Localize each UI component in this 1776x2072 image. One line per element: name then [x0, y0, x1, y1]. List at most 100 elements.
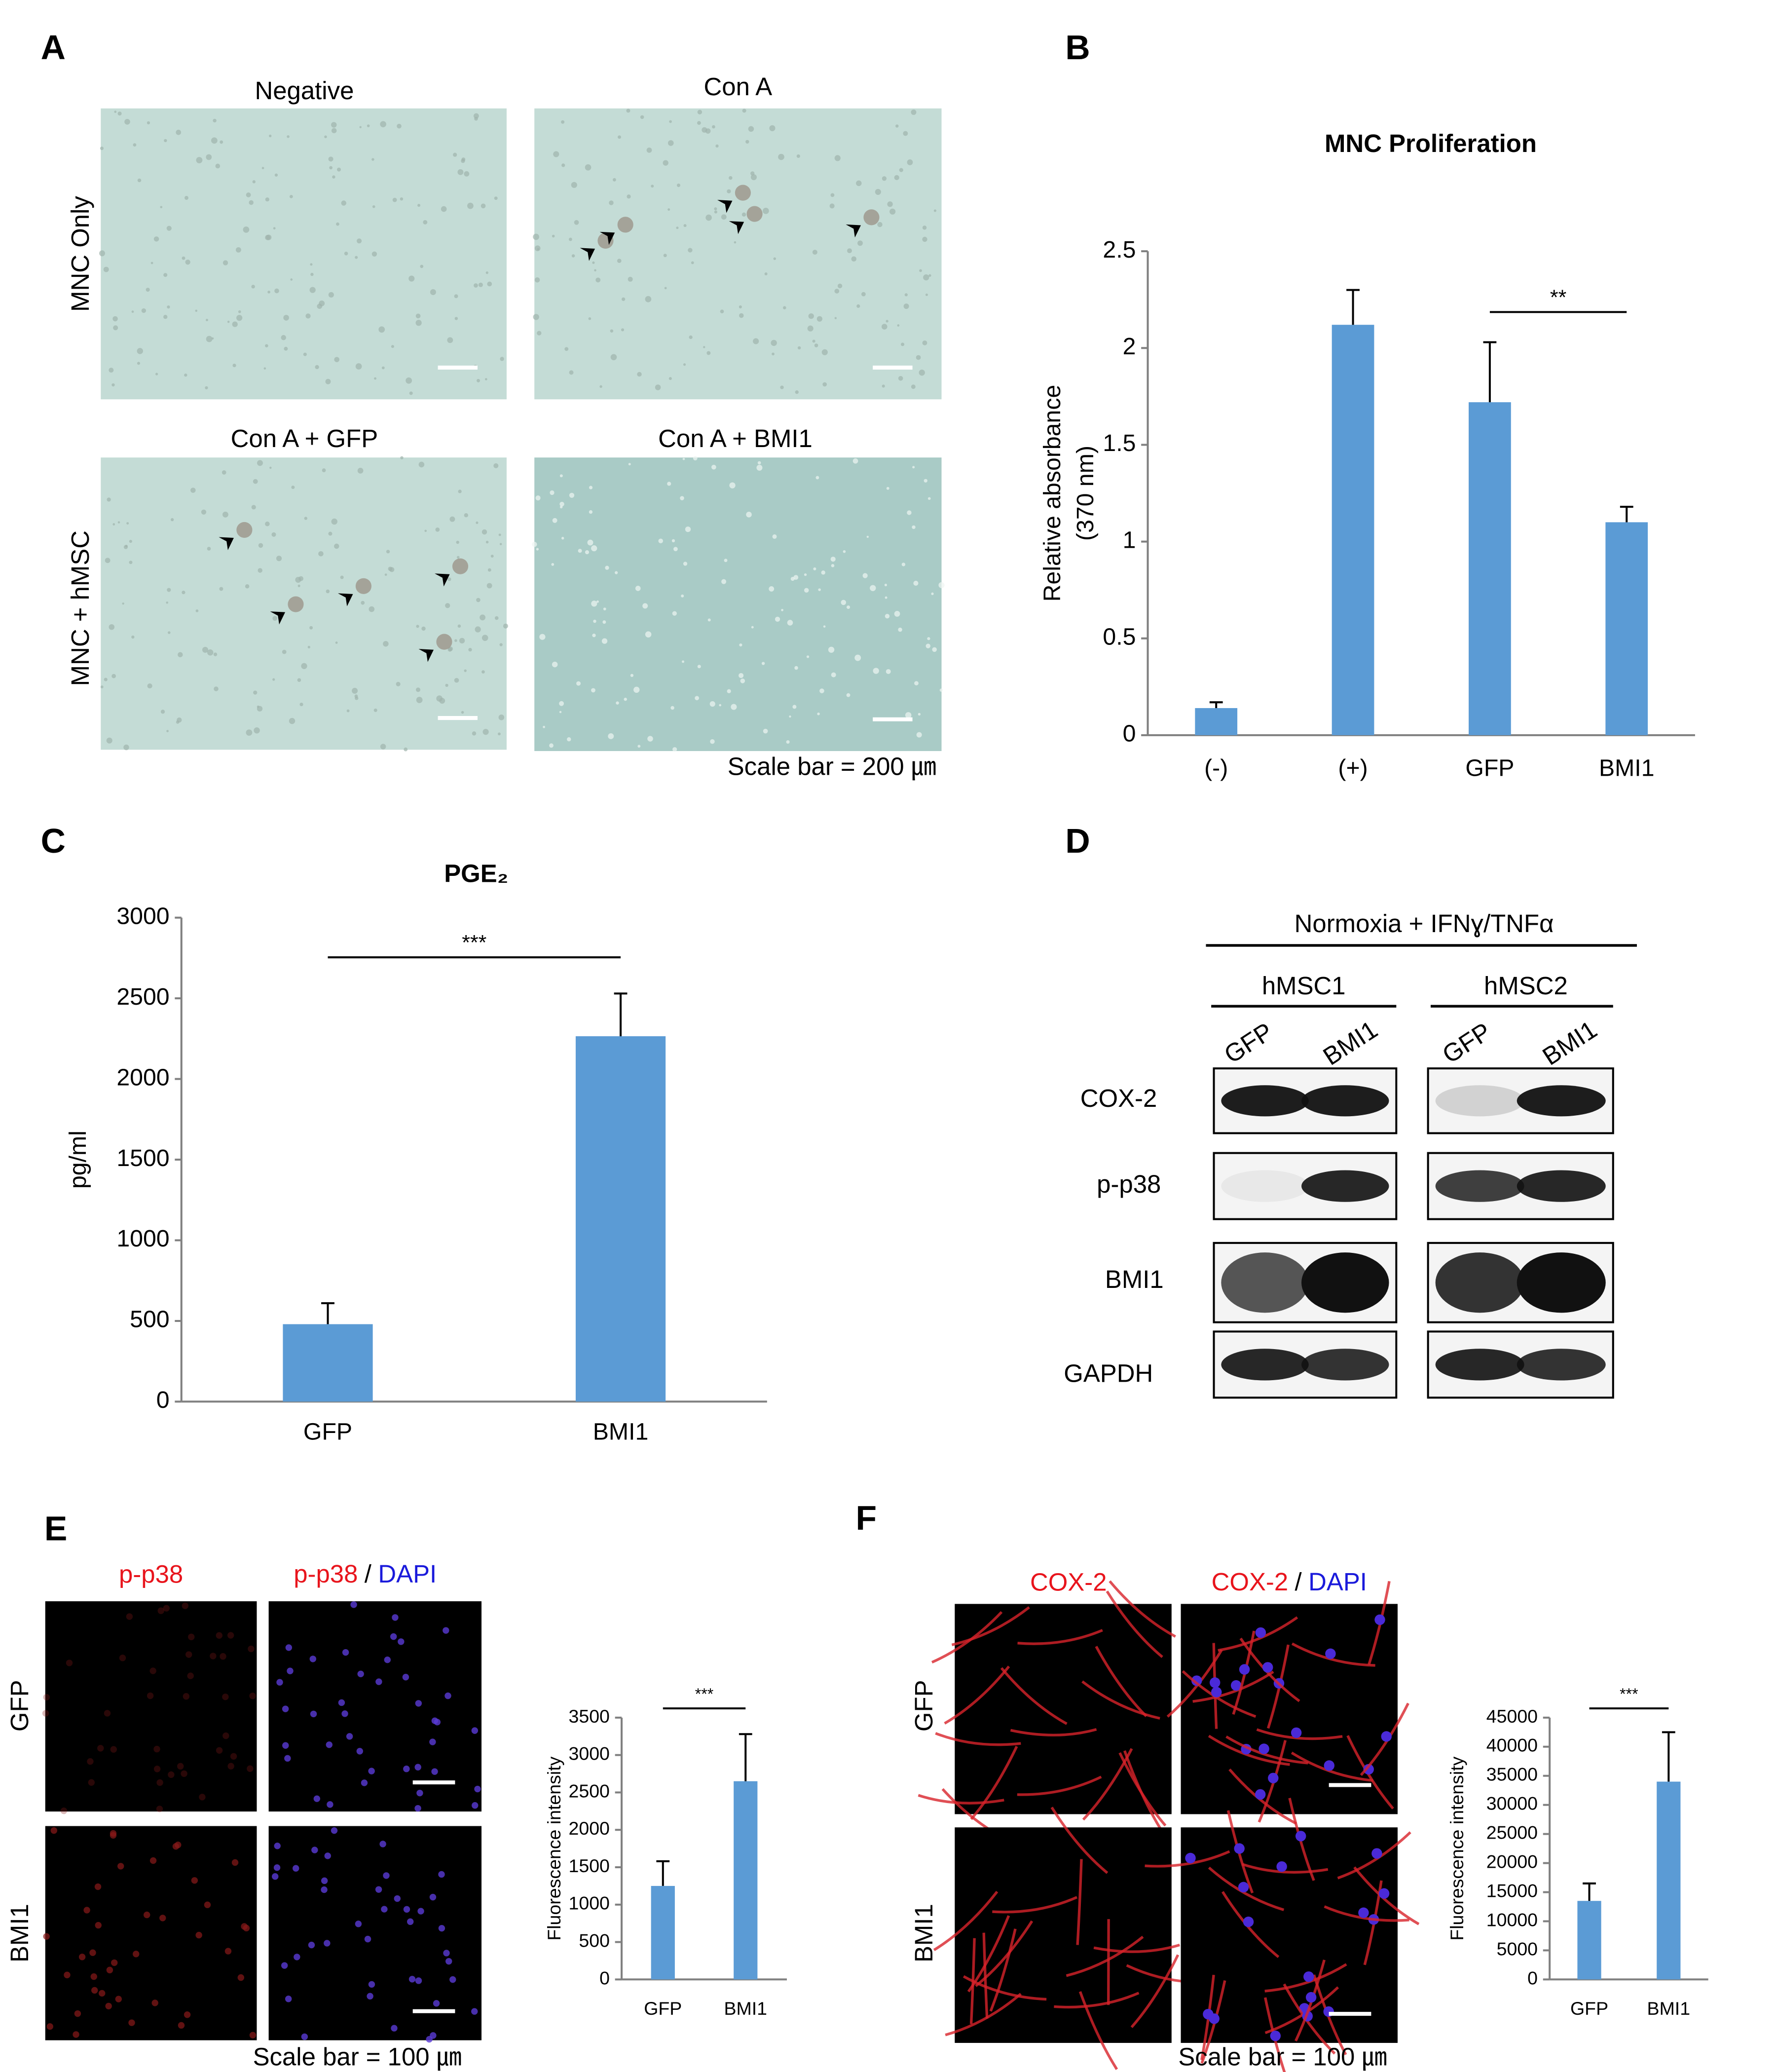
cell — [105, 558, 111, 564]
cell — [668, 377, 672, 380]
cell — [624, 697, 627, 701]
colony — [288, 596, 304, 612]
cell — [724, 559, 728, 563]
y-axis-label: Relative absorbance — [1039, 385, 1066, 602]
cell-body — [1078, 1991, 1118, 2070]
row-label: GFP — [5, 1680, 34, 1732]
cell — [235, 247, 241, 253]
cell — [129, 561, 133, 565]
y-tick-label: 3500 — [568, 1706, 609, 1727]
cell — [901, 342, 905, 346]
error-bar — [1209, 701, 1223, 708]
band — [1301, 1085, 1389, 1117]
nucleus — [91, 1987, 98, 1994]
cell — [804, 573, 807, 576]
cell — [685, 526, 691, 532]
nucleus — [1234, 1843, 1245, 1854]
cell — [741, 212, 746, 217]
cell — [409, 391, 413, 395]
cell — [907, 159, 913, 165]
cell — [267, 290, 270, 294]
cell — [898, 376, 903, 381]
nucleus — [220, 1653, 226, 1660]
nucleus — [78, 1954, 86, 1960]
cell — [269, 466, 272, 469]
nucleus — [368, 1768, 375, 1774]
cell — [389, 567, 395, 572]
cell — [168, 631, 171, 634]
cell — [315, 365, 319, 370]
nucleus — [293, 1865, 299, 1872]
column-title: COX-2/DAPI — [1212, 1568, 1367, 1596]
cell — [206, 154, 212, 160]
nucleus — [126, 1613, 133, 1620]
cell — [680, 496, 684, 500]
x-tick-label: (+) — [1338, 754, 1368, 781]
cell — [715, 144, 719, 148]
nucleus — [429, 1738, 436, 1745]
nucleus — [230, 1753, 237, 1760]
cell — [772, 534, 777, 539]
cell — [346, 709, 350, 713]
cell — [374, 377, 376, 380]
cell — [177, 717, 182, 723]
cell — [751, 626, 754, 629]
x-tick-label: BMI1 — [724, 1998, 768, 2019]
fluorescence-image — [268, 1826, 482, 2040]
cell — [922, 226, 927, 230]
nucleus — [90, 1973, 97, 1980]
cell — [195, 309, 198, 312]
cell — [498, 533, 501, 536]
cell-body — [1346, 1735, 1394, 1809]
cell — [637, 745, 641, 748]
y-tick-label: 2500 — [568, 1780, 609, 1801]
cell — [421, 626, 426, 631]
cell — [424, 529, 427, 532]
nucleus — [181, 1770, 187, 1777]
cell-body — [989, 1928, 1017, 2012]
cell — [720, 309, 724, 313]
bar — [1657, 1781, 1681, 1980]
column-title: p-p38 — [119, 1560, 183, 1588]
cell — [727, 689, 731, 693]
cell — [100, 147, 104, 151]
nucleus — [43, 1694, 50, 1701]
nucleus — [394, 1895, 401, 1902]
error-bar — [1483, 341, 1497, 403]
cell — [772, 352, 775, 356]
nucleus — [285, 1996, 292, 2002]
nucleus — [326, 1741, 333, 1748]
cell — [378, 326, 385, 333]
cell — [493, 463, 499, 468]
x-tick-label: GFP — [1465, 754, 1514, 781]
nucleus — [417, 1908, 424, 1915]
nucleus — [1363, 1764, 1374, 1775]
panel-label: C — [41, 822, 66, 860]
cell — [612, 178, 616, 182]
cell — [873, 668, 879, 674]
cell — [476, 598, 481, 603]
nucleus — [157, 1607, 164, 1614]
cell — [354, 694, 358, 698]
cell — [571, 254, 575, 258]
cell-body — [970, 1745, 1018, 1820]
cell — [274, 173, 278, 177]
cell — [461, 711, 464, 714]
cell — [369, 606, 375, 612]
colony — [452, 558, 469, 574]
nucleus — [43, 1933, 50, 1940]
cell — [927, 637, 930, 640]
nucleus — [342, 1649, 349, 1656]
cell — [331, 122, 337, 128]
cell — [131, 310, 134, 313]
cell — [341, 200, 346, 206]
cell — [487, 281, 492, 287]
nucleus — [398, 1638, 405, 1645]
cell — [595, 277, 601, 283]
nucleus — [282, 1705, 289, 1712]
colony — [735, 185, 751, 201]
cell-body — [992, 1896, 1078, 1914]
nucleus — [132, 1951, 140, 1958]
cell — [359, 126, 362, 128]
cell — [819, 688, 824, 693]
